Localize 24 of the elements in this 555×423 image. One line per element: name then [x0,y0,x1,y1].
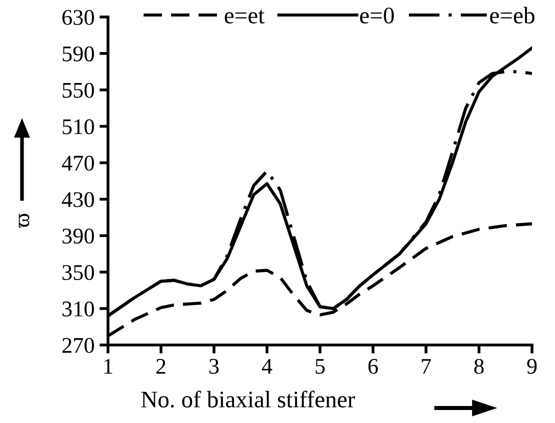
x-tick-label: 7 [422,359,431,374]
x-tick-label: 2 [156,358,166,374]
x-tick-label: 3 [210,358,219,374]
x-tick-label: 9 [527,358,537,374]
y-tick-label: 310 [62,301,94,316]
y-tick-label: 590 [62,46,94,62]
y-tick-label: 510 [62,119,94,134]
x-axis-title: No. of biaxial stiffener [141,390,356,408]
x-tick-label: 1 [104,358,112,374]
y-tick-label: 390 [62,228,94,244]
y-tick-label: 430 [62,192,94,208]
y-tick-label: 550 [62,82,94,98]
x-tick-label: 8 [474,358,484,374]
y-axis-title: ϖ [18,214,30,228]
x-tick-label: 5 [316,359,325,374]
y-tick-label: 630 [62,10,94,25]
x-tick-label: 4 [262,358,272,374]
y-tick-label: 270 [62,338,94,353]
legend-label: e=eb [490,6,534,24]
legend-label: e=et [224,10,265,24]
x-tick-label: 6 [368,358,378,374]
legend-label: e=0 [360,8,394,24]
y-tick-label: 350 [62,265,94,280]
y-tick-label: 470 [62,156,94,171]
